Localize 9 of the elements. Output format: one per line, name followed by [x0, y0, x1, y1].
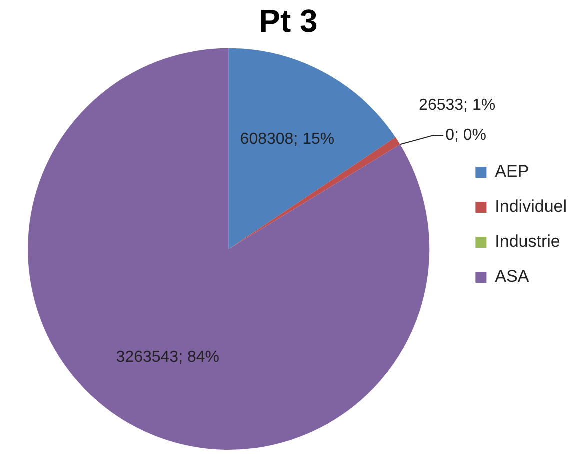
legend-label: AEP: [495, 162, 530, 182]
data-label: 608308; 15%: [240, 130, 335, 148]
data-label: 3263543; 84%: [116, 349, 220, 366]
chart-title: Pt 3: [259, 3, 318, 40]
legend-label: ASA: [495, 267, 530, 286]
legend-label: Individuel: [495, 197, 567, 216]
text: 0; 0%: [446, 126, 487, 144]
legend-label: Industrie: [495, 232, 560, 252]
data-label: 26533; 1%: [419, 96, 496, 114]
